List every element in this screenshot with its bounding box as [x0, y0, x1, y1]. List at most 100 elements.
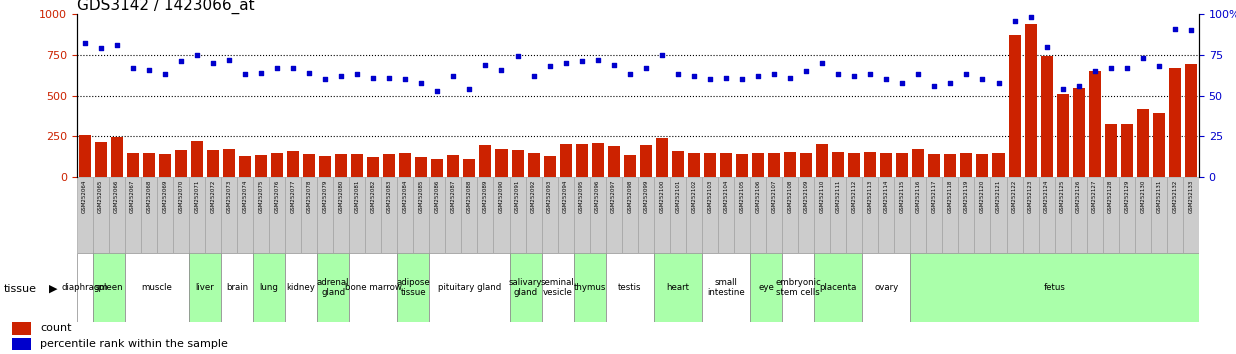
Bar: [239, 156, 251, 177]
Bar: [606, 253, 654, 322]
Text: GSM252110: GSM252110: [819, 179, 824, 213]
Point: [1133, 55, 1153, 61]
Text: GSM252127: GSM252127: [1093, 179, 1098, 213]
Point: [556, 60, 576, 66]
Point: [315, 76, 335, 82]
Text: adrenal
gland: adrenal gland: [316, 278, 350, 297]
Point: [635, 65, 655, 71]
Bar: [477, 177, 493, 253]
Text: GSM252067: GSM252067: [130, 179, 135, 213]
Bar: [1054, 177, 1070, 253]
Bar: [415, 156, 428, 177]
Bar: [816, 144, 828, 177]
Point: [476, 62, 496, 68]
Bar: [782, 177, 798, 253]
Bar: [205, 177, 221, 253]
Bar: [686, 177, 702, 253]
Bar: [350, 177, 365, 253]
Text: GSM252119: GSM252119: [964, 179, 969, 213]
Text: GSM252105: GSM252105: [739, 179, 744, 213]
Bar: [798, 177, 815, 253]
Text: GSM252084: GSM252084: [403, 179, 408, 213]
Text: GSM252094: GSM252094: [564, 179, 569, 213]
Bar: [141, 177, 157, 253]
Bar: [461, 177, 477, 253]
Text: GSM252085: GSM252085: [419, 179, 424, 213]
Bar: [1169, 68, 1180, 177]
Bar: [397, 177, 413, 253]
Point: [764, 72, 784, 77]
Point: [908, 72, 928, 77]
Text: GSM252114: GSM252114: [884, 179, 889, 213]
Text: GSM252108: GSM252108: [787, 179, 792, 213]
Text: GSM252074: GSM252074: [242, 179, 247, 213]
Bar: [879, 177, 895, 253]
Bar: [1041, 57, 1053, 177]
Point: [90, 46, 110, 51]
Point: [412, 80, 431, 85]
Text: GSM252123: GSM252123: [1028, 179, 1033, 213]
Point: [187, 52, 206, 58]
Bar: [1103, 177, 1119, 253]
Text: thymus: thymus: [574, 283, 606, 292]
Point: [620, 72, 640, 77]
Bar: [1086, 177, 1103, 253]
Bar: [509, 177, 525, 253]
Bar: [253, 177, 269, 253]
Bar: [990, 177, 1006, 253]
Bar: [1105, 124, 1117, 177]
Bar: [464, 159, 476, 177]
Bar: [12, 338, 31, 350]
Bar: [718, 177, 734, 253]
Bar: [976, 154, 989, 177]
Bar: [397, 253, 429, 322]
Text: GSM252129: GSM252129: [1125, 179, 1130, 213]
Text: lung: lung: [260, 283, 278, 292]
Point: [299, 70, 319, 76]
Bar: [624, 155, 635, 177]
Text: GSM252106: GSM252106: [755, 179, 760, 213]
Text: GSM252078: GSM252078: [307, 179, 311, 213]
Point: [780, 75, 800, 80]
Bar: [606, 177, 622, 253]
Bar: [784, 152, 796, 177]
Bar: [447, 155, 460, 177]
Bar: [670, 177, 686, 253]
Bar: [335, 154, 347, 177]
Text: liver: liver: [195, 283, 214, 292]
Bar: [302, 177, 318, 253]
Bar: [1073, 88, 1085, 177]
Point: [444, 73, 464, 79]
Bar: [974, 177, 990, 253]
Bar: [960, 153, 973, 177]
Bar: [831, 177, 847, 253]
Point: [122, 65, 142, 71]
Bar: [1153, 114, 1164, 177]
Bar: [222, 149, 235, 177]
Bar: [734, 177, 750, 253]
Bar: [1038, 177, 1054, 253]
Text: GSM252115: GSM252115: [900, 179, 905, 213]
Point: [154, 72, 174, 77]
Text: brain: brain: [226, 283, 248, 292]
Point: [428, 88, 447, 93]
Text: GSM252126: GSM252126: [1077, 179, 1082, 213]
Point: [812, 60, 832, 66]
Bar: [157, 177, 173, 253]
Bar: [413, 177, 429, 253]
Text: ovary: ovary: [874, 283, 899, 292]
Text: GSM252079: GSM252079: [323, 179, 328, 213]
Text: GSM252131: GSM252131: [1157, 179, 1162, 213]
Text: GSM252122: GSM252122: [1012, 179, 1017, 213]
Point: [957, 72, 976, 77]
Bar: [1006, 177, 1022, 253]
Bar: [912, 149, 925, 177]
Bar: [832, 152, 844, 177]
Point: [860, 72, 880, 77]
Bar: [111, 137, 122, 177]
Text: GSM252082: GSM252082: [371, 179, 376, 213]
Bar: [544, 156, 556, 177]
Text: kidney: kidney: [287, 283, 315, 292]
Point: [138, 67, 158, 72]
Text: percentile rank within the sample: percentile rank within the sample: [40, 339, 229, 349]
